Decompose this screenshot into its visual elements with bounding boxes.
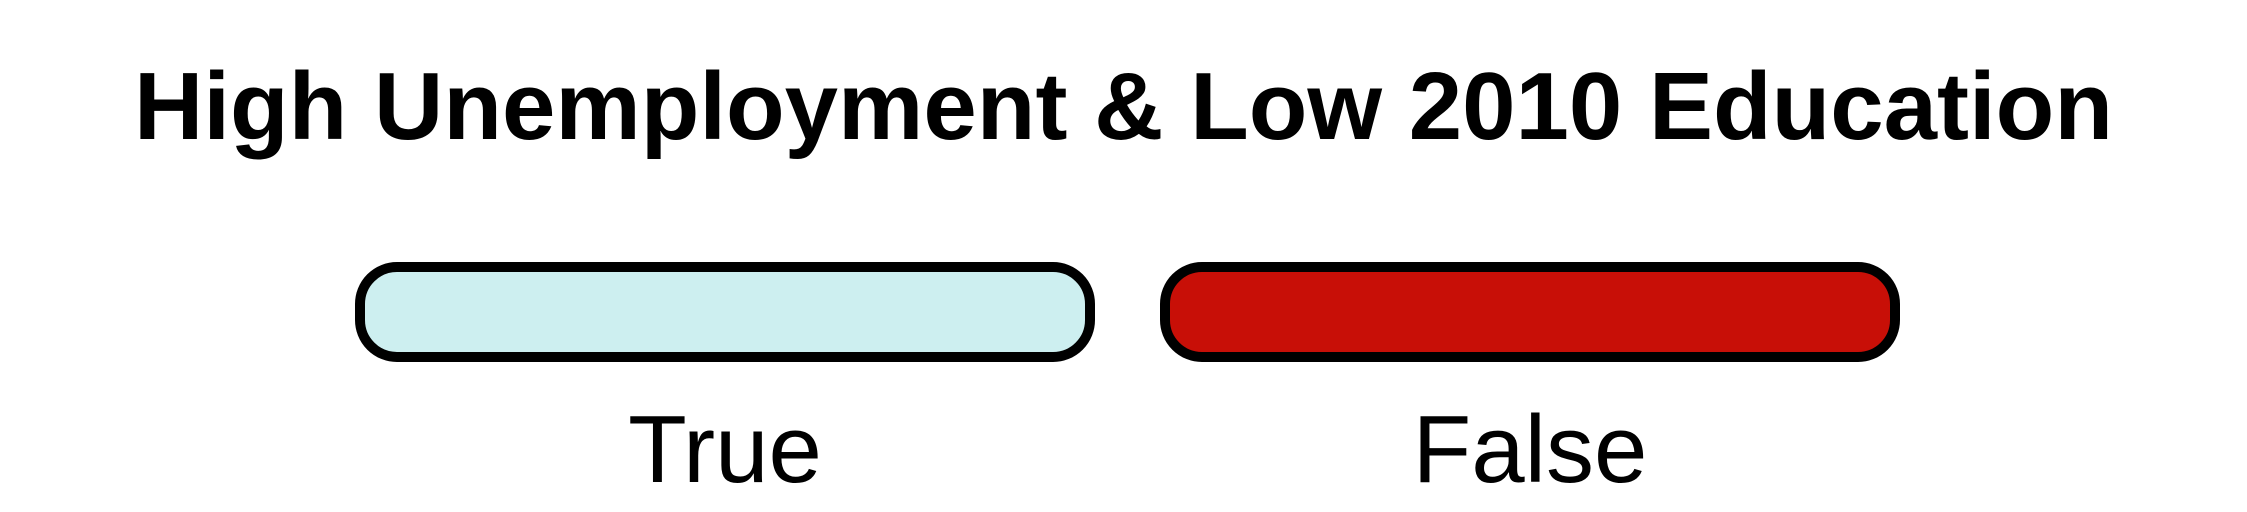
legend-item-true — [355, 262, 1095, 362]
legend-swatch-false — [1160, 262, 1900, 362]
legend-item-false — [1160, 262, 1900, 362]
legend-label-false: False — [1412, 396, 1648, 503]
legend-title: High Unemployment & Low 2010 Education — [134, 53, 2113, 160]
legend-swatch-true — [355, 262, 1095, 362]
legend-label-true: True — [628, 396, 822, 503]
